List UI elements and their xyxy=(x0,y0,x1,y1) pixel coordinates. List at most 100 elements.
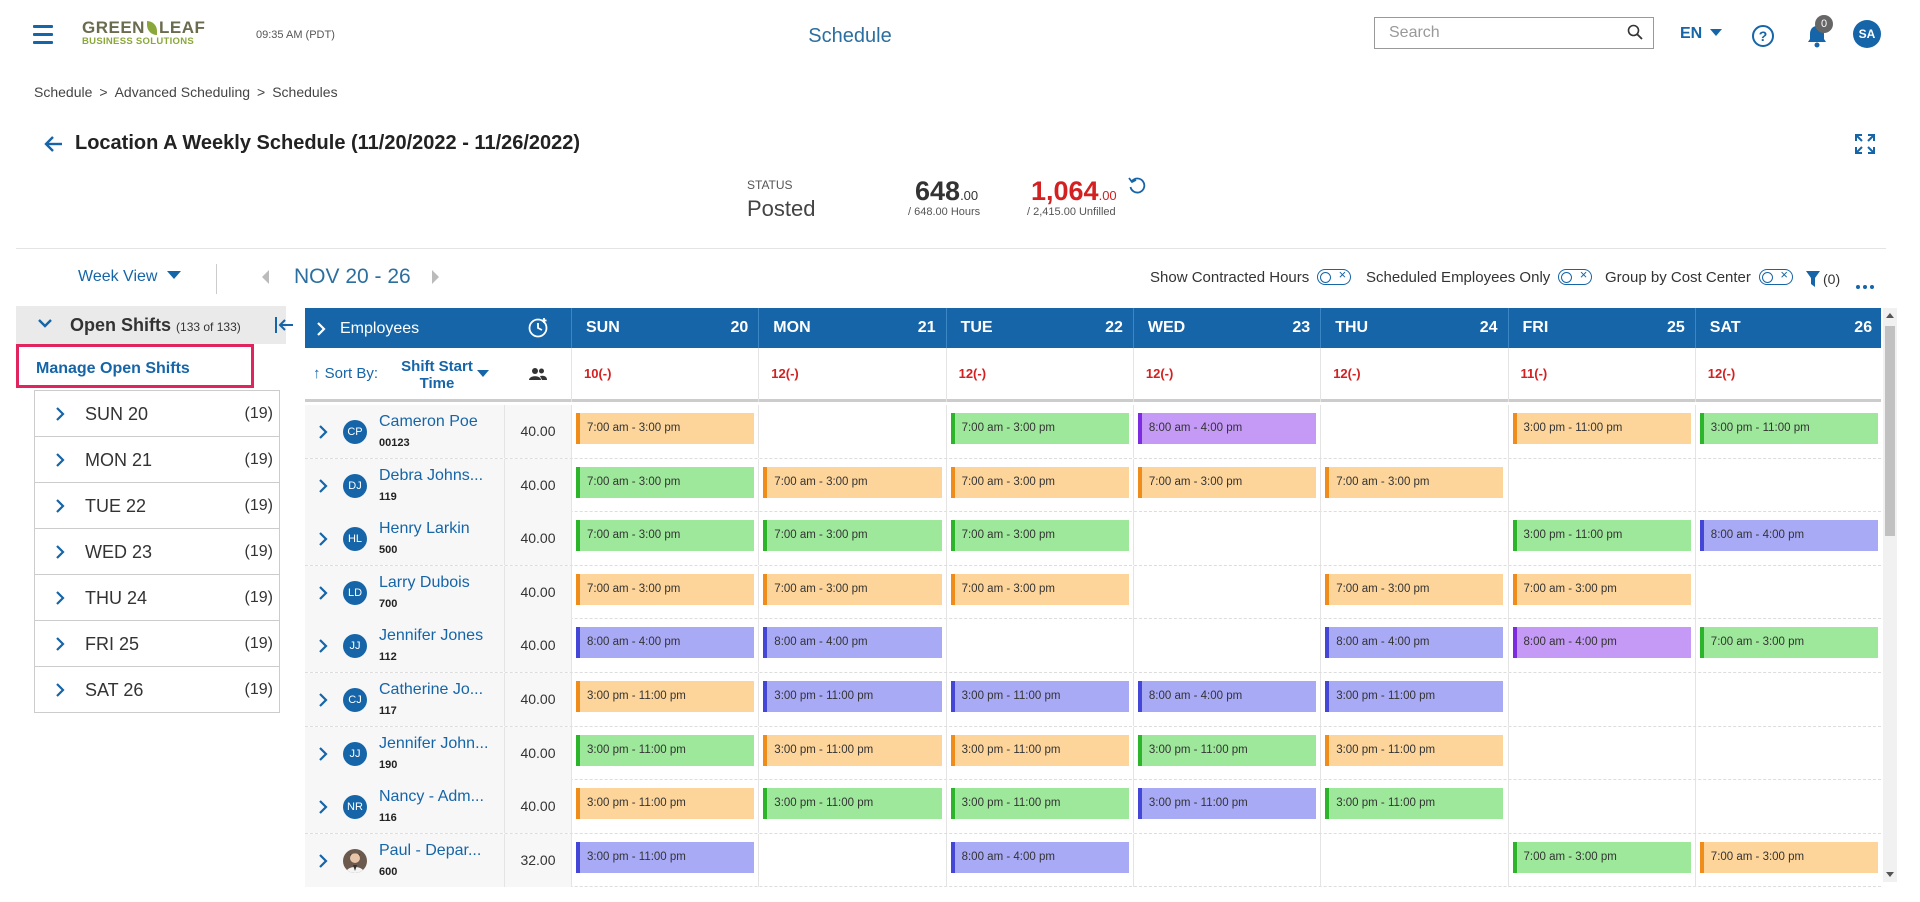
employee-name-link[interactable]: Catherine Jo... xyxy=(379,681,484,698)
schedule-cell[interactable]: 3:00 pm - 11:00 pm xyxy=(571,780,758,834)
people-icon[interactable] xyxy=(529,367,547,381)
schedule-cell[interactable] xyxy=(1694,780,1881,834)
schedule-cell[interactable] xyxy=(1320,512,1507,566)
chevron-right-icon[interactable] xyxy=(55,591,65,605)
user-avatar[interactable]: SA xyxy=(1853,20,1881,48)
chevron-right-icon[interactable] xyxy=(55,683,65,697)
shift-block[interactable]: 8:00 am - 4:00 pm xyxy=(763,627,942,659)
open-shift-day-item[interactable]: MON 21 (19) xyxy=(35,436,279,482)
schedule-cell[interactable]: 8:00 am - 4:00 pm xyxy=(1507,619,1695,673)
shift-block[interactable]: 7:00 am - 3:00 pm xyxy=(763,520,942,552)
schedule-cell[interactable]: 3:00 pm - 11:00 pm xyxy=(1320,726,1507,780)
fullscreen-icon[interactable] xyxy=(1854,133,1876,155)
schedule-cell[interactable] xyxy=(1694,458,1881,512)
open-shift-count[interactable]: 12(-) xyxy=(1145,366,1174,381)
chevron-right-icon[interactable] xyxy=(318,693,328,707)
open-shift-day-item[interactable]: SUN 20 (19) xyxy=(35,390,279,436)
schedule-cell[interactable]: 7:00 am - 3:00 pm xyxy=(945,565,1133,619)
shift-block[interactable]: 7:00 am - 3:00 pm xyxy=(1699,627,1879,659)
schedule-cell[interactable]: 3:00 pm - 11:00 pm xyxy=(1320,780,1507,834)
shift-block[interactable]: 8:00 am - 4:00 pm xyxy=(1137,413,1317,444)
next-week-icon[interactable] xyxy=(432,270,439,284)
schedule-cell[interactable]: 8:00 am - 4:00 pm xyxy=(1132,673,1320,726)
open-shift-count[interactable]: 12(-) xyxy=(771,366,799,381)
chevron-right-icon[interactable] xyxy=(318,478,328,493)
shift-block[interactable]: 8:00 am - 4:00 pm xyxy=(576,627,755,659)
schedule-cell[interactable]: 7:00 am - 3:00 pm xyxy=(945,512,1133,566)
employee-name-link[interactable]: Paul - Depar... xyxy=(379,841,482,859)
shift-block[interactable]: 3:00 pm - 11:00 pm xyxy=(950,734,1129,766)
sort-by-label[interactable]: ↑ Sort By: xyxy=(313,365,379,382)
open-shift-day-item[interactable]: SAT 26 (19) xyxy=(35,666,279,712)
chevron-right-icon[interactable] xyxy=(318,800,328,814)
scroll-up-icon[interactable] xyxy=(1886,313,1894,318)
shift-block[interactable]: 7:00 am - 3:00 pm xyxy=(763,573,942,605)
open-shift-count[interactable]: 12(-) xyxy=(1707,366,1736,381)
schedule-cell[interactable]: 7:00 am - 3:00 pm xyxy=(571,405,758,458)
shift-block[interactable]: 7:00 am - 3:00 pm xyxy=(1512,573,1691,605)
shift-block[interactable]: 3:00 pm - 11:00 pm xyxy=(950,681,1129,712)
shift-block[interactable]: 3:00 pm - 11:00 pm xyxy=(576,734,755,766)
shift-block[interactable]: 7:00 am - 3:00 pm xyxy=(1512,841,1691,873)
schedule-cell[interactable]: 7:00 am - 3:00 pm xyxy=(945,458,1133,512)
scrollbar-thumb[interactable] xyxy=(1885,326,1895,536)
schedule-cell[interactable]: 7:00 am - 3:00 pm xyxy=(571,458,758,512)
open-shift-day-item[interactable]: FRI 25 (19) xyxy=(35,620,279,666)
chevron-right-icon[interactable] xyxy=(55,637,65,651)
shift-block[interactable]: 3:00 pm - 11:00 pm xyxy=(1325,788,1504,820)
company-logo[interactable]: GREEN LEAF BUSINESS SOLUTIONS xyxy=(82,18,206,47)
open-shift-count[interactable]: 10(-) xyxy=(584,366,612,381)
shift-block[interactable]: 7:00 am - 3:00 pm xyxy=(1325,573,1504,605)
shift-block[interactable]: 3:00 pm - 11:00 pm xyxy=(763,788,942,820)
open-shifts-header[interactable]: Open Shifts (133 of 133) xyxy=(16,306,293,344)
schedule-cell[interactable]: 3:00 pm - 11:00 pm xyxy=(571,833,758,887)
breadcrumb-advanced-scheduling[interactable]: Advanced Scheduling xyxy=(114,84,251,100)
shift-block[interactable]: 7:00 am - 3:00 pm xyxy=(950,413,1129,444)
manage-open-shifts-link[interactable]: Manage Open Shifts xyxy=(36,360,190,377)
shift-block[interactable]: 8:00 am - 4:00 pm xyxy=(950,841,1129,873)
chevron-right-icon[interactable] xyxy=(55,499,65,513)
schedule-cell[interactable]: 7:00 am - 3:00 pm xyxy=(571,512,758,566)
schedule-cell[interactable]: 3:00 pm - 11:00 pm xyxy=(1694,405,1881,458)
chevron-down-icon[interactable] xyxy=(38,316,52,330)
shift-block[interactable]: 7:00 am - 3:00 pm xyxy=(576,466,755,498)
schedule-cell[interactable]: 8:00 am - 4:00 pm xyxy=(571,619,758,673)
schedule-cell[interactable] xyxy=(1507,673,1695,726)
shift-block[interactable]: 8:00 am - 4:00 pm xyxy=(1512,627,1691,659)
schedule-cell[interactable] xyxy=(1694,565,1881,619)
schedule-cell[interactable]: 7:00 am - 3:00 pm xyxy=(758,458,945,512)
previous-week-icon[interactable] xyxy=(262,270,269,284)
schedule-cell[interactable]: 3:00 pm - 11:00 pm xyxy=(1132,726,1320,780)
schedule-cell[interactable] xyxy=(1507,458,1695,512)
shift-block[interactable]: 3:00 pm - 11:00 pm xyxy=(950,788,1129,820)
shift-block[interactable]: 7:00 am - 3:00 pm xyxy=(1325,466,1504,498)
schedule-cell[interactable] xyxy=(1507,726,1695,780)
schedule-cell[interactable]: 3:00 pm - 11:00 pm xyxy=(758,673,945,726)
schedule-cell[interactable]: 7:00 am - 3:00 pm xyxy=(1132,458,1320,512)
schedule-cell[interactable]: 3:00 pm - 11:00 pm xyxy=(1507,512,1695,566)
schedule-cell[interactable]: 3:00 pm - 11:00 pm xyxy=(945,780,1133,834)
shift-block[interactable]: 7:00 am - 3:00 pm xyxy=(576,573,755,605)
schedule-cell[interactable]: 3:00 pm - 11:00 pm xyxy=(571,673,758,726)
employee-name-link[interactable]: Nancy - Adm... xyxy=(379,788,484,806)
filter-icon[interactable] xyxy=(1806,271,1820,287)
help-icon[interactable]: ? xyxy=(1752,25,1774,47)
schedule-cell[interactable] xyxy=(758,405,945,458)
shift-block[interactable]: 3:00 pm - 11:00 pm xyxy=(576,681,755,712)
shift-block[interactable]: 7:00 am - 3:00 pm xyxy=(950,466,1129,498)
schedule-cell[interactable]: 3:00 pm - 11:00 pm xyxy=(758,780,945,834)
employee-name-link[interactable]: Cameron Poe xyxy=(379,413,478,430)
show-contracted-hours-toggle[interactable] xyxy=(1317,267,1352,285)
schedule-cell[interactable]: 7:00 am - 3:00 pm xyxy=(1320,565,1507,619)
schedule-cell[interactable] xyxy=(758,833,945,887)
more-options-icon[interactable] xyxy=(1856,276,1878,289)
search-input[interactable] xyxy=(1389,19,1629,47)
schedule-cell[interactable]: 7:00 am - 3:00 pm xyxy=(1694,833,1881,887)
schedule-cell[interactable]: 7:00 am - 3:00 pm xyxy=(945,405,1133,458)
schedule-cell[interactable]: 3:00 pm - 11:00 pm xyxy=(945,726,1133,780)
open-shift-count[interactable]: 11(-) xyxy=(1520,366,1548,381)
schedule-cell[interactable]: 7:00 am - 3:00 pm xyxy=(571,565,758,619)
employee-name-link[interactable]: Henry Larkin xyxy=(379,520,470,538)
schedule-cell[interactable]: 7:00 am - 3:00 pm xyxy=(758,512,945,566)
shift-block[interactable]: 7:00 am - 3:00 pm xyxy=(950,573,1129,605)
